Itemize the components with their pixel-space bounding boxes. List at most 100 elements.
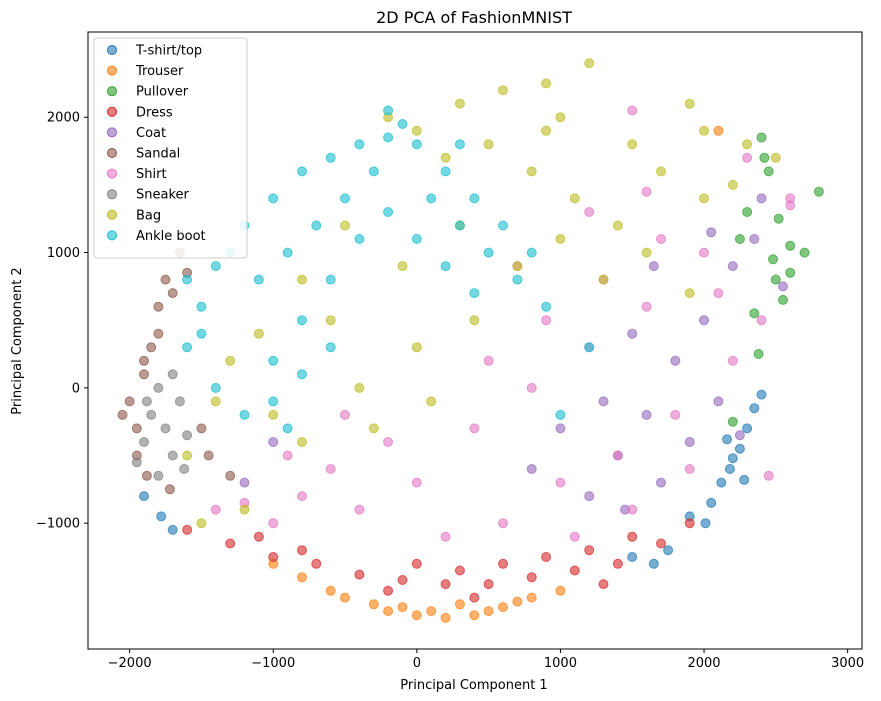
data-point — [656, 166, 666, 177]
data-point — [268, 355, 279, 366]
data-point — [584, 491, 595, 502]
data-point — [770, 152, 781, 163]
data-point — [773, 213, 784, 224]
data-point — [742, 139, 753, 150]
legend-item: Coat — [107, 126, 166, 141]
data-point — [498, 518, 508, 529]
legend-marker — [107, 106, 117, 117]
data-point — [368, 423, 379, 434]
data-point — [268, 518, 279, 529]
data-point — [656, 538, 666, 549]
data-point — [210, 261, 221, 272]
data-point — [182, 430, 193, 441]
data-point — [196, 423, 207, 434]
data-point — [612, 558, 623, 569]
data-point — [648, 261, 659, 272]
data-point — [153, 470, 164, 481]
data-point — [555, 423, 566, 434]
data-point — [139, 437, 149, 447]
legend-marker — [107, 127, 117, 138]
data-point — [153, 301, 164, 312]
data-point — [469, 610, 480, 621]
data-point — [799, 247, 810, 258]
data-point — [483, 139, 494, 150]
data-point — [526, 166, 537, 177]
data-point — [670, 355, 681, 366]
y-axis-label: Principal Component 2 — [10, 267, 25, 414]
data-point — [268, 193, 279, 204]
data-point — [749, 403, 760, 414]
data-point — [584, 58, 595, 69]
data-point — [727, 453, 738, 464]
data-point — [297, 166, 307, 177]
data-point — [699, 125, 709, 136]
data-point — [498, 85, 508, 96]
data-point — [196, 328, 207, 339]
data-point — [627, 105, 638, 116]
data-point — [785, 240, 796, 251]
data-point — [397, 575, 408, 585]
data-point — [167, 450, 178, 461]
data-point — [569, 531, 580, 542]
x-tick-label: −1000 — [251, 656, 295, 671]
data-point — [354, 382, 365, 393]
data-point — [759, 152, 770, 163]
data-point — [734, 234, 745, 244]
data-point — [411, 610, 422, 621]
data-point — [656, 234, 666, 244]
data-point — [778, 294, 788, 305]
data-point — [555, 477, 566, 488]
data-point — [124, 396, 135, 407]
data-point — [411, 139, 422, 150]
data-point — [656, 477, 666, 488]
data-point — [440, 579, 451, 590]
data-point — [167, 524, 178, 535]
data-point — [182, 450, 193, 461]
data-point — [167, 369, 178, 380]
data-point — [411, 234, 422, 244]
data-point — [210, 382, 221, 393]
data-point — [131, 457, 142, 468]
data-point — [724, 464, 735, 474]
data-point — [340, 409, 350, 420]
data-point — [722, 434, 732, 445]
y-tick-label: 1000 — [47, 246, 80, 261]
data-point — [196, 518, 207, 529]
data-point — [684, 518, 695, 529]
data-point — [340, 193, 350, 204]
data-point — [411, 477, 422, 488]
legend-label: Sneaker — [136, 188, 190, 203]
data-point — [627, 552, 638, 562]
data-point — [778, 281, 788, 292]
data-point — [282, 423, 293, 434]
data-point — [498, 220, 508, 231]
legend-marker — [107, 148, 117, 158]
data-point — [160, 423, 171, 434]
data-point — [411, 558, 422, 569]
data-point — [297, 437, 307, 447]
data-point — [512, 261, 523, 272]
data-point — [164, 484, 175, 495]
data-point — [716, 477, 727, 488]
data-point — [182, 342, 193, 353]
data-point — [627, 328, 638, 339]
data-point — [512, 596, 523, 607]
data-point — [526, 572, 537, 583]
legend-item: Sandal — [107, 147, 180, 162]
legend-label: Shirt — [136, 167, 167, 182]
data-point — [268, 409, 279, 420]
y-tick-label: 2000 — [47, 111, 80, 126]
legend-item: Shirt — [107, 167, 167, 182]
data-point — [282, 247, 293, 258]
y-tick-label: −1000 — [36, 517, 80, 532]
data-point — [340, 220, 350, 231]
data-point — [354, 139, 365, 150]
data-point — [469, 315, 480, 326]
data-point — [684, 98, 695, 109]
data-point — [311, 558, 322, 569]
data-point — [354, 569, 365, 580]
data-point — [785, 200, 796, 211]
series-Trouser — [268, 125, 724, 623]
data-point — [383, 207, 394, 217]
